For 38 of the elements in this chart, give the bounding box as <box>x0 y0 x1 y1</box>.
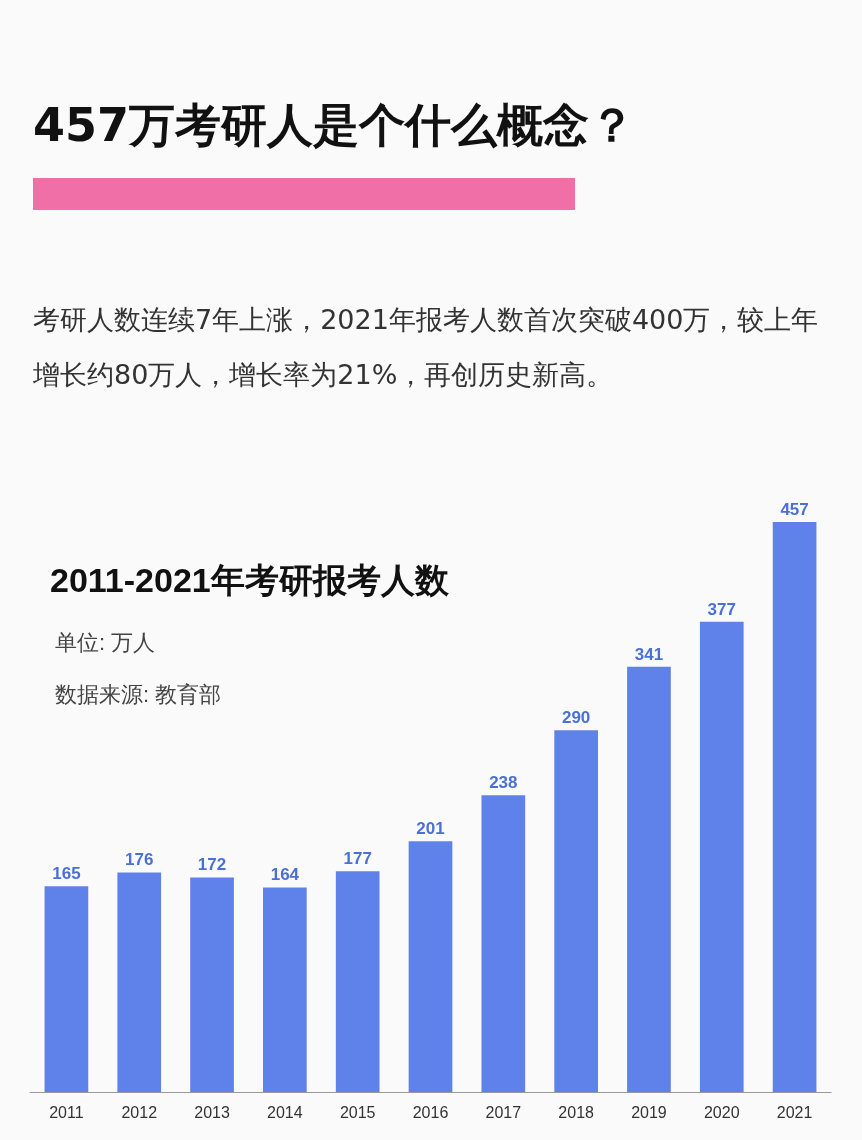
x-tick-label: 2016 <box>412 1103 449 1121</box>
bar <box>772 522 817 1092</box>
bar <box>44 886 89 1092</box>
x-tick-label: 2015 <box>339 1103 376 1121</box>
x-tick-label: 2019 <box>631 1103 667 1121</box>
data-label: 172 <box>197 855 227 875</box>
x-tick-label: 2012 <box>121 1103 158 1121</box>
data-label: 290 <box>561 708 591 728</box>
bar <box>117 872 162 1092</box>
x-tick-label: 2011 <box>49 1103 84 1121</box>
x-tick-label: 2020 <box>703 1103 740 1121</box>
data-label: 165 <box>52 864 81 884</box>
x-tick-label: 2013 <box>194 1103 230 1121</box>
x-tick-label: 2021 <box>776 1103 813 1121</box>
annotation: 2011-2021年考研报考人数 <box>50 561 450 599</box>
bar <box>627 666 671 1092</box>
bar <box>699 621 744 1092</box>
x-tick-label: 2014 <box>267 1103 303 1121</box>
bar <box>554 730 598 1092</box>
data-label: 238 <box>489 773 518 793</box>
annotation: 数据来源: 教育部 <box>55 681 222 707</box>
data-label: 457 <box>780 500 809 519</box>
data-label: 377 <box>707 599 736 619</box>
data-label: 341 <box>634 644 664 664</box>
data-label: 176 <box>125 850 154 870</box>
bar <box>190 877 234 1092</box>
annotation: 单位: 万人 <box>55 629 156 655</box>
chart-title: 457万考研人是个什么概念？ <box>33 97 636 154</box>
chart-subtitle: 考研人数连续7年上涨，2021年报考人数首次突破400万，较上年增长约80万人，增长率为21%，再创历史新高。 <box>33 303 820 392</box>
data-label: 177 <box>343 849 372 869</box>
bar <box>335 871 380 1092</box>
bar <box>263 887 307 1092</box>
data-label: 201 <box>416 819 445 839</box>
x-tick-label: 2018 <box>558 1103 595 1121</box>
bar <box>408 841 453 1092</box>
data-label: 164 <box>270 865 300 885</box>
x-tick-label: 2017 <box>485 1103 522 1121</box>
bar <box>481 795 526 1092</box>
